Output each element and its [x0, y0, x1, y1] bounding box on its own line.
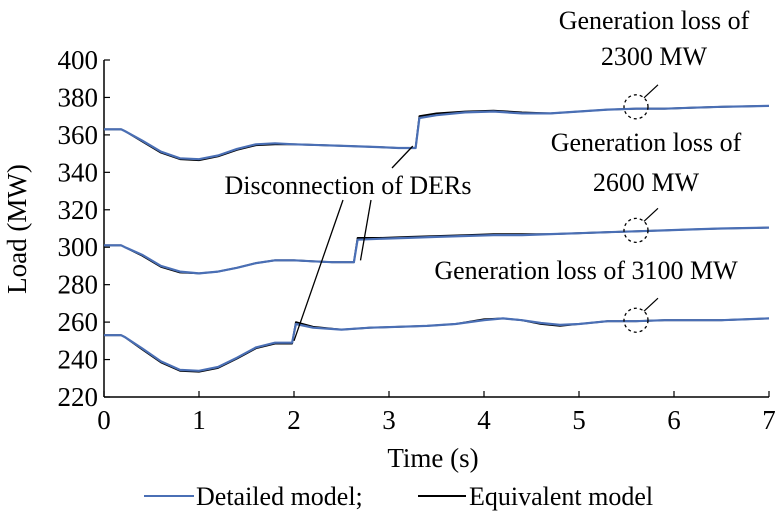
- y-tick-label: 300: [58, 232, 99, 262]
- annotation-marker-circle: [623, 217, 649, 244]
- x-axis-title: Time (s): [387, 443, 478, 473]
- x-tick-label: 7: [762, 405, 776, 435]
- series-line-detailed-model-2: [104, 226, 770, 275]
- y-axis-title: Load (MW): [2, 164, 32, 294]
- annotation-text: 2300 MW: [601, 42, 708, 71]
- annotation-text: Disconnection of DERs: [225, 171, 472, 200]
- y-tick-label: 400: [58, 45, 99, 75]
- y-tick-label: 220: [58, 382, 99, 412]
- annotation-leader: [643, 297, 659, 312]
- annotation-text: Generation loss of: [559, 6, 750, 35]
- series-line-detailed-model-3: [104, 317, 770, 372]
- y-tick-label: 380: [58, 82, 99, 112]
- ticks: 0 1 2 3 4 5 6 7 220 240 260 280 300 320 340 360 380 400: [58, 45, 776, 435]
- annotation-text: Generation loss of: [551, 128, 742, 157]
- y-tick-label: 240: [58, 345, 99, 375]
- y-tick-label: 320: [58, 195, 99, 225]
- x-tick-label: 5: [572, 405, 586, 435]
- x-tick-label: 0: [97, 405, 111, 435]
- legend-label-detailed: Detailed model;: [196, 482, 363, 511]
- annotation-text: Generation loss of 3100 MW: [434, 256, 738, 285]
- y-tick-label: 260: [58, 307, 99, 337]
- x-tick-label: 4: [477, 405, 491, 435]
- y-tick-label: 280: [58, 270, 99, 300]
- y-tick-label: 360: [58, 120, 99, 150]
- series-line-detailed-model-1: [104, 104, 770, 161]
- x-tick-label: 2: [287, 405, 301, 435]
- legend: Detailed model; Equivalent model: [144, 482, 653, 511]
- annotation-pointer-line: [359, 199, 372, 261]
- annotation-marker-circle: [623, 94, 649, 120]
- y-tick-label: 340: [58, 157, 99, 187]
- legend-label-equivalent: Equivalent model: [469, 482, 653, 511]
- x-tick-label: 6: [667, 405, 681, 435]
- series-layer: [104, 104, 770, 373]
- x-tick-label: 1: [192, 405, 206, 435]
- series-line-equivalent-model-3: [104, 317, 770, 373]
- x-tick-label: 3: [382, 405, 396, 435]
- annotation-leader: [643, 207, 659, 222]
- annotation-leader: [643, 84, 659, 99]
- annotation-pointer-line: [293, 199, 344, 342]
- annotation-text: 2600 MW: [593, 168, 700, 197]
- axes: [103, 60, 769, 398]
- annotation-pointer-line: [391, 145, 414, 169]
- annotations-layer: Generation loss of 2300 MW Generation loss…: [225, 6, 750, 342]
- annotation-marker-circle: [623, 307, 649, 333]
